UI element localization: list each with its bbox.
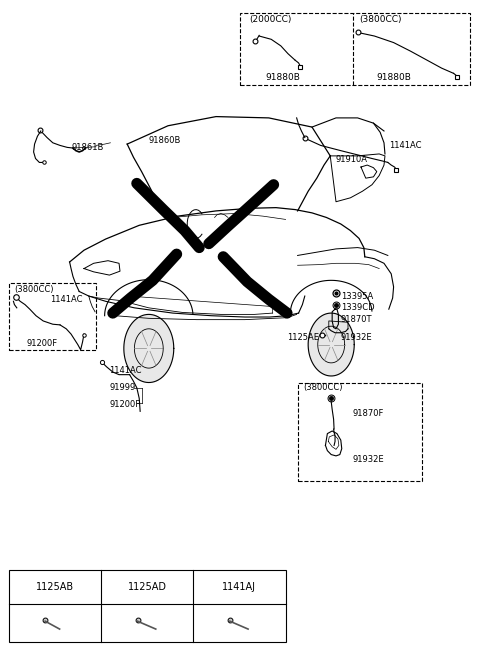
Text: 91200F: 91200F	[109, 400, 141, 409]
Text: (2000CC): (2000CC)	[250, 15, 292, 24]
Text: 91870T: 91870T	[341, 315, 372, 324]
Text: 91861B: 91861B	[71, 143, 103, 152]
Text: 1141AJ: 1141AJ	[222, 582, 256, 592]
Text: 91932E: 91932E	[353, 455, 384, 464]
Text: 1339CD: 1339CD	[341, 303, 374, 312]
Text: 91200F: 91200F	[26, 339, 58, 348]
Text: 91880B: 91880B	[376, 73, 411, 82]
Text: 91932E: 91932E	[341, 333, 372, 343]
Text: 91880B: 91880B	[266, 73, 300, 82]
Text: 13395A: 13395A	[341, 291, 373, 301]
Text: 91999: 91999	[109, 383, 136, 392]
Text: (3800CC): (3800CC)	[303, 383, 343, 392]
Text: 1141AC: 1141AC	[389, 141, 421, 150]
Text: (3800CC): (3800CC)	[14, 285, 54, 294]
Text: 1125AB: 1125AB	[36, 582, 74, 592]
Text: 91870F: 91870F	[353, 409, 384, 419]
Polygon shape	[124, 314, 174, 383]
Text: 1125AE: 1125AE	[287, 333, 319, 343]
Text: 1125AD: 1125AD	[128, 582, 167, 592]
Text: 1141AC: 1141AC	[50, 295, 83, 305]
Polygon shape	[308, 313, 354, 376]
Text: (3800CC): (3800CC)	[359, 15, 402, 24]
Text: 91910A: 91910A	[336, 155, 368, 164]
Text: 91860B: 91860B	[149, 136, 181, 145]
Text: 1141AC: 1141AC	[109, 365, 142, 375]
